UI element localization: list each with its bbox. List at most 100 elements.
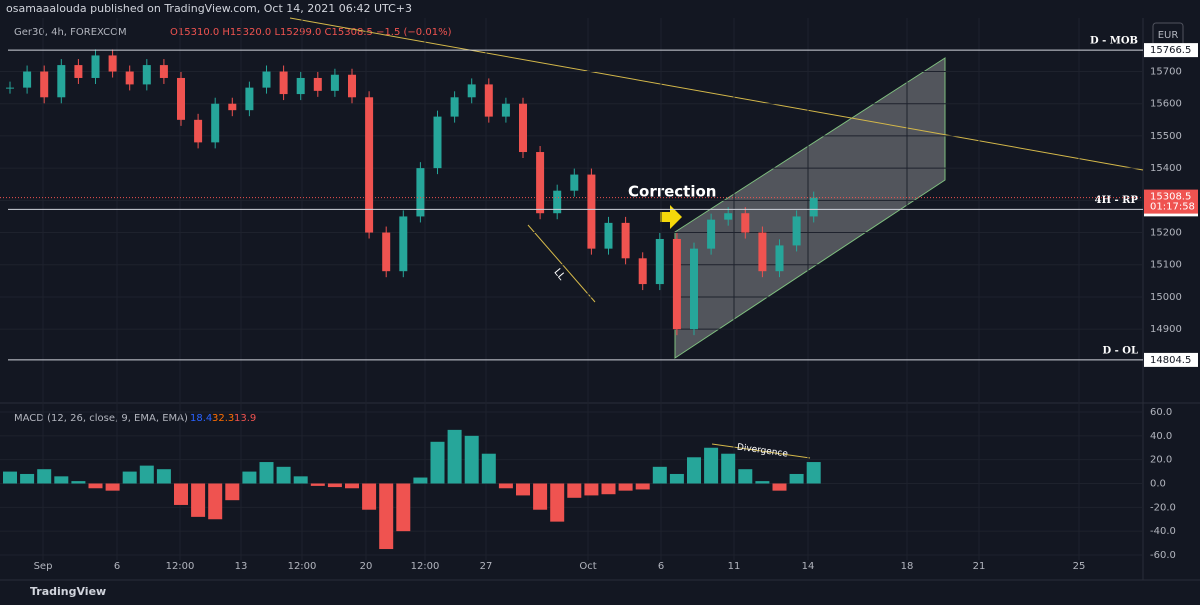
candle [23,71,32,88]
candle [416,168,425,217]
candle [330,74,339,91]
candle [296,77,305,95]
macd-bar [721,453,736,484]
macd-bar [755,481,770,484]
macd-bar [584,483,599,496]
last-price: 15308.5 [1150,192,1191,203]
time-label: 6 [114,561,120,572]
time-label: 18 [901,561,914,572]
macd-bar [122,471,137,484]
macd-bar [687,457,701,484]
candle [553,190,562,214]
candle [262,71,271,88]
price-tick-label: 15700 [1150,67,1182,78]
ll-line [527,224,596,303]
level-label: D - OL [1102,345,1138,356]
time-label: 11 [728,561,741,572]
macd-tick-label: -60.0 [1150,550,1176,561]
macd-bar [396,483,411,532]
macd-bar [105,483,120,491]
candle [587,174,596,249]
macd-bar [738,469,753,484]
macd-tick-label: 40.0 [1150,431,1172,442]
correction-label: Correction [628,183,716,201]
macd-bar [601,483,616,495]
macd-bar [481,453,496,484]
macd-tick-label: -20.0 [1150,502,1176,513]
level-price: 15766.5 [1150,45,1191,56]
time-label: Oct [579,561,596,572]
macd-bar [345,483,359,489]
candle [484,84,493,117]
macd-bar [618,483,633,491]
candle [211,103,220,143]
macd-bar [533,483,548,510]
price-tick-label: 15100 [1150,260,1182,271]
macd-bar [447,429,462,484]
candle [245,87,254,111]
price-tick-label: 15400 [1150,163,1182,174]
publisher: osamaaalouda published on TradingView.co… [6,2,412,15]
candle [519,103,527,153]
macd-bar [652,466,667,484]
macd-tick-label: 60.0 [1150,407,1172,418]
time-label: 14 [802,561,815,572]
candle [724,213,733,220]
macd-bar [379,483,394,550]
candle [570,174,579,191]
candle [40,71,49,98]
time-label: 12:00 [166,561,195,572]
macd-bar [191,483,206,517]
macd-bar [54,476,69,484]
candle [707,219,716,249]
candle [6,87,14,89]
macd-bar [259,462,274,484]
candle [450,97,459,117]
time-label: Sep [34,561,53,572]
candle [194,119,203,143]
level-price: 14804.5 [1150,355,1191,366]
candle [142,65,151,85]
signal-value: 32.3 [212,413,234,424]
macd-legend: MACD (12, 26, close, 9, EMA, EMA) [14,413,188,424]
candle [655,238,664,285]
time-label: 27 [480,561,493,572]
candle [536,152,545,214]
candle [467,84,476,98]
candle [433,116,442,169]
candle [91,55,100,78]
macd-bar [208,483,223,520]
macd-bar [430,441,445,484]
macd-bar [327,483,342,488]
arrow [660,205,682,229]
candle [177,77,185,120]
candle [159,65,168,78]
currency: EUR [1158,30,1179,41]
candle [792,216,801,246]
candle [382,232,391,272]
macd-bar [225,483,240,501]
price-tick-label: 15600 [1150,99,1182,110]
candle [672,238,681,330]
candle [775,245,784,272]
price-tick-label: 14900 [1150,324,1182,335]
candle [74,65,83,78]
price-tick-label: 15000 [1150,292,1182,303]
macd-bar [362,483,377,510]
macd-bar [498,483,513,489]
macd-bar [669,473,684,484]
macd-bar [20,473,35,484]
candle [399,216,408,272]
macd-tick-label: 20.0 [1150,455,1172,466]
candle [228,103,237,111]
candle [313,77,322,91]
candle [279,71,288,95]
candle [809,197,818,217]
level-tag [1144,43,1198,58]
macd-bar [242,471,257,484]
macd-bar [789,473,804,484]
divergence-line [711,443,811,459]
candle [604,222,613,249]
macd-bar [139,465,154,484]
